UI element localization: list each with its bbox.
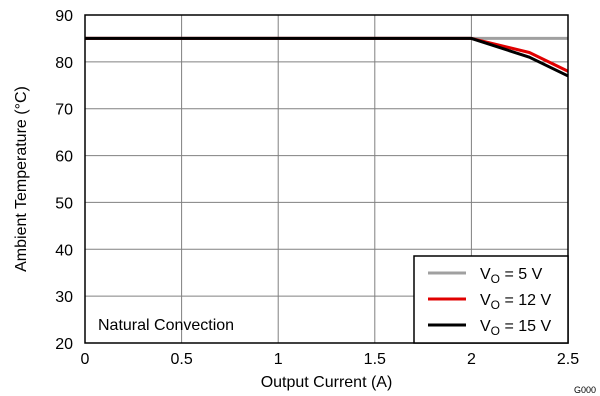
x-axis-title: Output Current (A)	[261, 374, 393, 391]
x-tick-label: 1.5	[364, 351, 386, 368]
y-tick-label: 40	[55, 242, 73, 259]
series-lines	[85, 36, 569, 78]
x-tick-label: 2.5	[557, 351, 579, 368]
figure-id: G000	[574, 385, 596, 395]
series-line-2	[85, 36, 569, 73]
x-tick-label: 1	[274, 351, 283, 368]
y-tick-label: 60	[55, 149, 73, 166]
y-tick-label: 70	[55, 102, 73, 119]
natural-convection-annotation: Natural Convection	[98, 317, 234, 334]
x-tick-label: 0.5	[170, 351, 192, 368]
legend: VO = 5 V VO = 12 V VO = 15 V	[413, 255, 569, 344]
y-tick-label: 80	[55, 55, 73, 72]
y-tick-labels: 20 30 40 50 60 70 80 90	[55, 8, 73, 353]
y-tick-label: 90	[55, 8, 73, 25]
x-tick-label: 2	[467, 351, 476, 368]
y-tick-label: 50	[55, 195, 73, 212]
x-tick-labels: 0 0.5 1 1.5 2 2.5	[81, 351, 580, 368]
y-tick-label: 20	[55, 336, 73, 353]
legend-label-2: VO = 12 V	[480, 292, 551, 312]
legend-label-3: VO = 15 V	[480, 318, 551, 338]
y-tick-label: 30	[55, 289, 73, 306]
y-axis-title: Ambient Temperature (°C)	[13, 86, 30, 272]
x-tick-label: 0	[81, 351, 90, 368]
legend-label-1: VO = 5 V	[480, 266, 543, 286]
plot-area-frame	[84, 14, 569, 344]
series-line-3	[85, 36, 569, 78]
